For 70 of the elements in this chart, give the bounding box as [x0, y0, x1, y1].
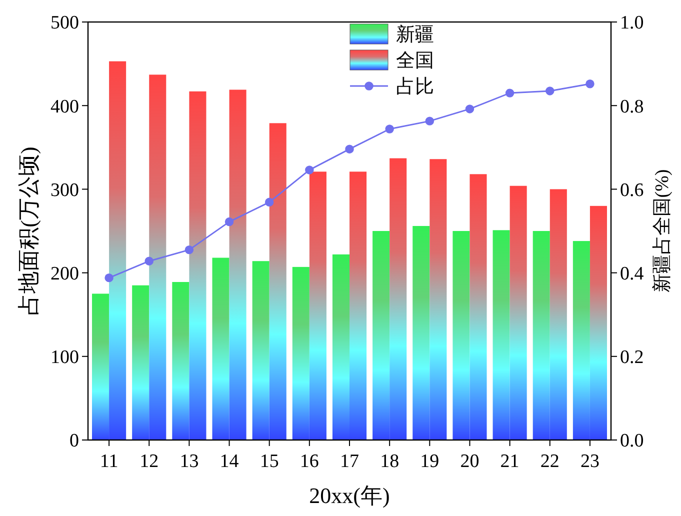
bar [350, 172, 367, 440]
bar [149, 74, 166, 440]
x-tick-label: 22 [540, 451, 560, 472]
y-tick-label: 100 [50, 347, 79, 368]
bar [229, 90, 246, 440]
legend-label: 占比 [396, 76, 434, 98]
bar [412, 226, 430, 440]
bar [309, 172, 326, 440]
point [385, 124, 394, 134]
bar [572, 241, 590, 440]
point [184, 245, 194, 254]
point [305, 166, 314, 174]
x-tick-label: 21 [500, 451, 520, 472]
y2-tick-label: 0.4 [620, 263, 644, 284]
x-tick-label: 23 [580, 451, 600, 472]
y2-tick-label: 0.6 [620, 180, 644, 201]
point [264, 198, 274, 207]
point [505, 88, 514, 98]
bar [212, 258, 230, 440]
x-tick-label: 13 [180, 451, 199, 472]
bar [372, 231, 390, 440]
y-tick-label: 0 [70, 430, 79, 452]
y-tick-label: 200 [50, 263, 79, 284]
point [345, 144, 354, 154]
x-tick-label: 18 [380, 451, 400, 472]
y2-tick-label: 0.0 [620, 430, 644, 452]
x-axis-title: 20xx(年) [309, 483, 390, 508]
point [104, 273, 114, 282]
bar [430, 159, 447, 440]
y-axis-title: 占地面积(万公顷) [16, 146, 41, 316]
bar [532, 231, 550, 440]
y-tick-label: 300 [50, 180, 79, 201]
bar [109, 61, 126, 440]
x-tick-label: 12 [140, 451, 159, 472]
x-tick-label: 15 [260, 451, 279, 472]
y2-tick-label: 1.0 [620, 12, 644, 34]
bar [590, 206, 607, 440]
bar [510, 186, 527, 440]
point [144, 256, 154, 266]
bar [189, 91, 206, 440]
point [586, 80, 594, 88]
bar [252, 261, 270, 440]
bar [492, 230, 510, 440]
bar [470, 174, 487, 440]
y2-axis-title: 新疆占全国(%) [651, 169, 673, 293]
bar [550, 189, 567, 440]
bar [132, 285, 150, 440]
bar [269, 123, 286, 440]
point [425, 116, 434, 126]
point [465, 104, 474, 114]
legend-label: 新疆 [396, 24, 434, 46]
x-tick-label: 14 [220, 451, 240, 472]
bar [332, 254, 350, 440]
x-tick-label: 11 [100, 451, 118, 472]
bar [172, 282, 190, 440]
x-tick-label: 17 [340, 451, 359, 472]
y-tick-label: 500 [50, 12, 79, 34]
bar [390, 158, 407, 440]
y2-tick-label: 0.2 [620, 347, 644, 368]
x-tick-label: 19 [420, 451, 440, 472]
point [224, 217, 234, 226]
y-tick-label: 400 [50, 96, 79, 118]
point [546, 86, 554, 96]
legend-label: 全国 [396, 50, 434, 72]
x-tick-label: 16 [300, 451, 319, 472]
bar [292, 266, 310, 440]
bar [452, 231, 470, 440]
x-tick-label: 20 [460, 451, 480, 472]
y2-tick-label: 0.8 [620, 96, 644, 118]
bar [92, 294, 110, 440]
